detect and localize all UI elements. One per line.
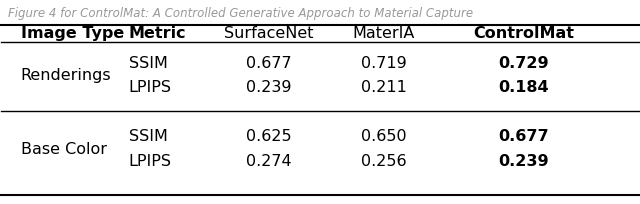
Text: MaterIA: MaterIA: [353, 26, 415, 41]
Text: 0.184: 0.184: [499, 79, 549, 94]
Text: 0.239: 0.239: [499, 153, 549, 168]
Text: SSIM: SSIM: [129, 55, 168, 70]
Text: LPIPS: LPIPS: [129, 79, 172, 94]
Text: Figure 4 for ControlMat: A Controlled Generative Approach to Material Capture: Figure 4 for ControlMat: A Controlled Ge…: [8, 7, 473, 20]
Text: ControlMat: ControlMat: [474, 26, 575, 41]
Text: Image Type: Image Type: [20, 26, 124, 41]
Text: 0.719: 0.719: [361, 55, 406, 70]
Text: LPIPS: LPIPS: [129, 153, 172, 168]
Text: SurfaceNet: SurfaceNet: [224, 26, 314, 41]
Text: 0.625: 0.625: [246, 129, 292, 144]
Text: 0.729: 0.729: [499, 55, 549, 70]
Text: 0.650: 0.650: [361, 129, 406, 144]
Text: 0.677: 0.677: [246, 55, 292, 70]
Text: SSIM: SSIM: [129, 129, 168, 144]
Text: 0.211: 0.211: [361, 79, 406, 94]
Text: 0.677: 0.677: [499, 129, 549, 144]
Text: Base Color: Base Color: [20, 141, 106, 156]
Text: 0.274: 0.274: [246, 153, 292, 168]
Text: 0.256: 0.256: [361, 153, 406, 168]
Text: 0.239: 0.239: [246, 79, 292, 94]
Text: Renderings: Renderings: [20, 67, 111, 82]
Text: Metric: Metric: [129, 26, 186, 41]
